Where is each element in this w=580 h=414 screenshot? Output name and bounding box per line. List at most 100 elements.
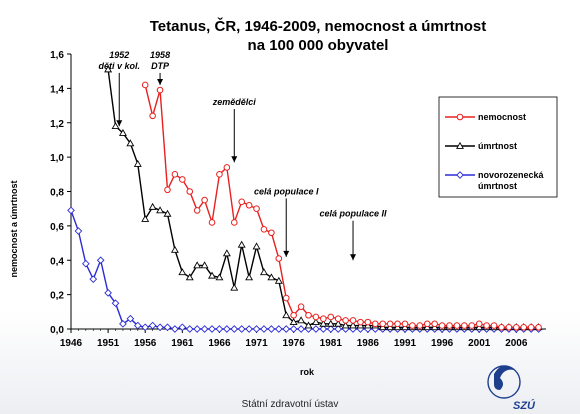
data-point-circle — [379, 320, 387, 328]
annotation-arrowhead-icon — [350, 254, 357, 261]
y-tick-label: 0,8 — [50, 188, 64, 199]
data-point-circle — [456, 113, 464, 121]
data-point-circle — [475, 320, 483, 328]
data-point-circle — [253, 205, 260, 212]
data-point-circle — [268, 229, 275, 237]
data-point-circle — [312, 313, 320, 321]
data-point-diamond — [111, 299, 120, 308]
data-point-diamond — [252, 325, 261, 333]
data-point-diamond — [74, 227, 83, 235]
annotation-label: celá populace II — [320, 209, 388, 219]
series-circle — [141, 81, 542, 331]
x-axis-label: rok — [300, 367, 315, 377]
data-point-circle — [490, 322, 498, 329]
data-point-diamond — [260, 325, 268, 333]
logo-text: SZÚ — [513, 399, 536, 412]
data-point-diamond — [119, 320, 127, 328]
data-point-circle — [156, 86, 164, 94]
data-point-circle — [438, 322, 446, 329]
data-point-diamond — [326, 325, 335, 333]
data-point-circle — [238, 198, 246, 206]
data-point-triangle — [104, 65, 113, 73]
data-point-circle — [409, 322, 416, 329]
data-point-diamond — [89, 275, 98, 283]
annotation-arrowhead-icon — [116, 120, 123, 127]
y-tick-label: 0,6 — [50, 222, 64, 233]
x-tick-label: 1966 — [208, 338, 231, 349]
data-point-triangle — [141, 214, 150, 222]
data-point-circle — [394, 320, 401, 328]
data-point-triangle — [185, 273, 194, 281]
x-tick-label: 1951 — [97, 338, 120, 349]
annotation-arrowhead-icon — [157, 78, 164, 85]
data-point-circle — [141, 81, 149, 89]
data-point-diamond — [208, 325, 216, 333]
data-point-circle — [468, 322, 476, 329]
data-point-triangle — [245, 273, 254, 281]
data-point-triangle — [148, 202, 157, 210]
data-point-diamond — [215, 325, 224, 333]
data-point-diamond — [156, 323, 164, 332]
data-point-circle — [164, 186, 171, 194]
y-axis-label: nemocnost a úmrtnost — [9, 180, 19, 277]
chart-title-line-1: Tetanus, ČR, 1946-2009, nemocnost a úmrt… — [150, 17, 486, 35]
x-axis: 1946 1951 1956 1961 1966 1971 1976 1981 1986 1991… — [60, 328, 546, 349]
data-point-circle — [171, 171, 179, 178]
data-point-circle — [535, 323, 542, 331]
data-point-circle — [453, 322, 461, 329]
data-point-circle — [282, 294, 290, 302]
x-tick-label: 1956 — [134, 338, 157, 349]
data-point-diamond — [319, 325, 328, 333]
data-point-diamond — [200, 325, 209, 333]
y-tick-label: 1,6 — [50, 50, 64, 61]
data-point-circle — [230, 219, 238, 226]
x-tick-label: 1996 — [431, 338, 454, 349]
y-tick-label: 1,4 — [50, 84, 64, 95]
data-point-diamond — [274, 325, 283, 333]
data-point-diamond — [230, 325, 239, 333]
data-point-circle — [290, 311, 297, 319]
data-point-triangle — [163, 209, 172, 217]
legend-label-line-2: úmrtnost — [478, 181, 517, 191]
data-point-diamond — [133, 321, 142, 330]
data-point-triangle — [178, 268, 187, 276]
data-point-triangle — [274, 276, 283, 284]
data-point-diamond — [282, 325, 291, 333]
data-point-circle — [216, 171, 223, 178]
x-tick-label: 1946 — [60, 338, 83, 349]
legend-label-line-1: novorozenecká — [478, 170, 545, 180]
data-point-circle — [149, 112, 156, 120]
data-point-circle — [357, 318, 364, 326]
data-point-triangle — [297, 316, 306, 324]
data-point-circle — [416, 322, 424, 329]
data-point-diamond — [148, 321, 157, 330]
data-point-circle — [275, 255, 283, 262]
data-point-circle — [498, 323, 505, 331]
data-point-triangle — [193, 261, 202, 269]
annotation-arrowhead-icon — [231, 156, 238, 163]
data-point-triangle — [326, 319, 335, 327]
annotation-label: 1958 — [150, 50, 170, 60]
x-tick-label: 1991 — [394, 338, 417, 349]
data-point-diamond — [141, 323, 150, 332]
y-tick-label: 0,0 — [50, 325, 64, 336]
data-point-triangle — [289, 318, 298, 325]
data-point-circle — [193, 207, 201, 214]
data-point-diamond — [297, 325, 305, 333]
footer-institution: Státní zdravotní ústav — [242, 399, 339, 410]
y-tick-label: 0,4 — [50, 256, 64, 267]
data-point-triangle — [267, 273, 276, 281]
data-point-circle — [208, 219, 216, 226]
annotation-label: DTP — [151, 61, 170, 71]
data-point-triangle — [230, 283, 239, 291]
data-point-triangle — [334, 319, 343, 327]
data-point-circle — [297, 303, 305, 310]
data-point-triangle — [304, 321, 313, 329]
data-point-circle — [446, 322, 453, 329]
data-point-triangle — [252, 242, 261, 250]
x-tick-label: 1986 — [357, 338, 380, 349]
data-point-diamond — [289, 325, 298, 333]
